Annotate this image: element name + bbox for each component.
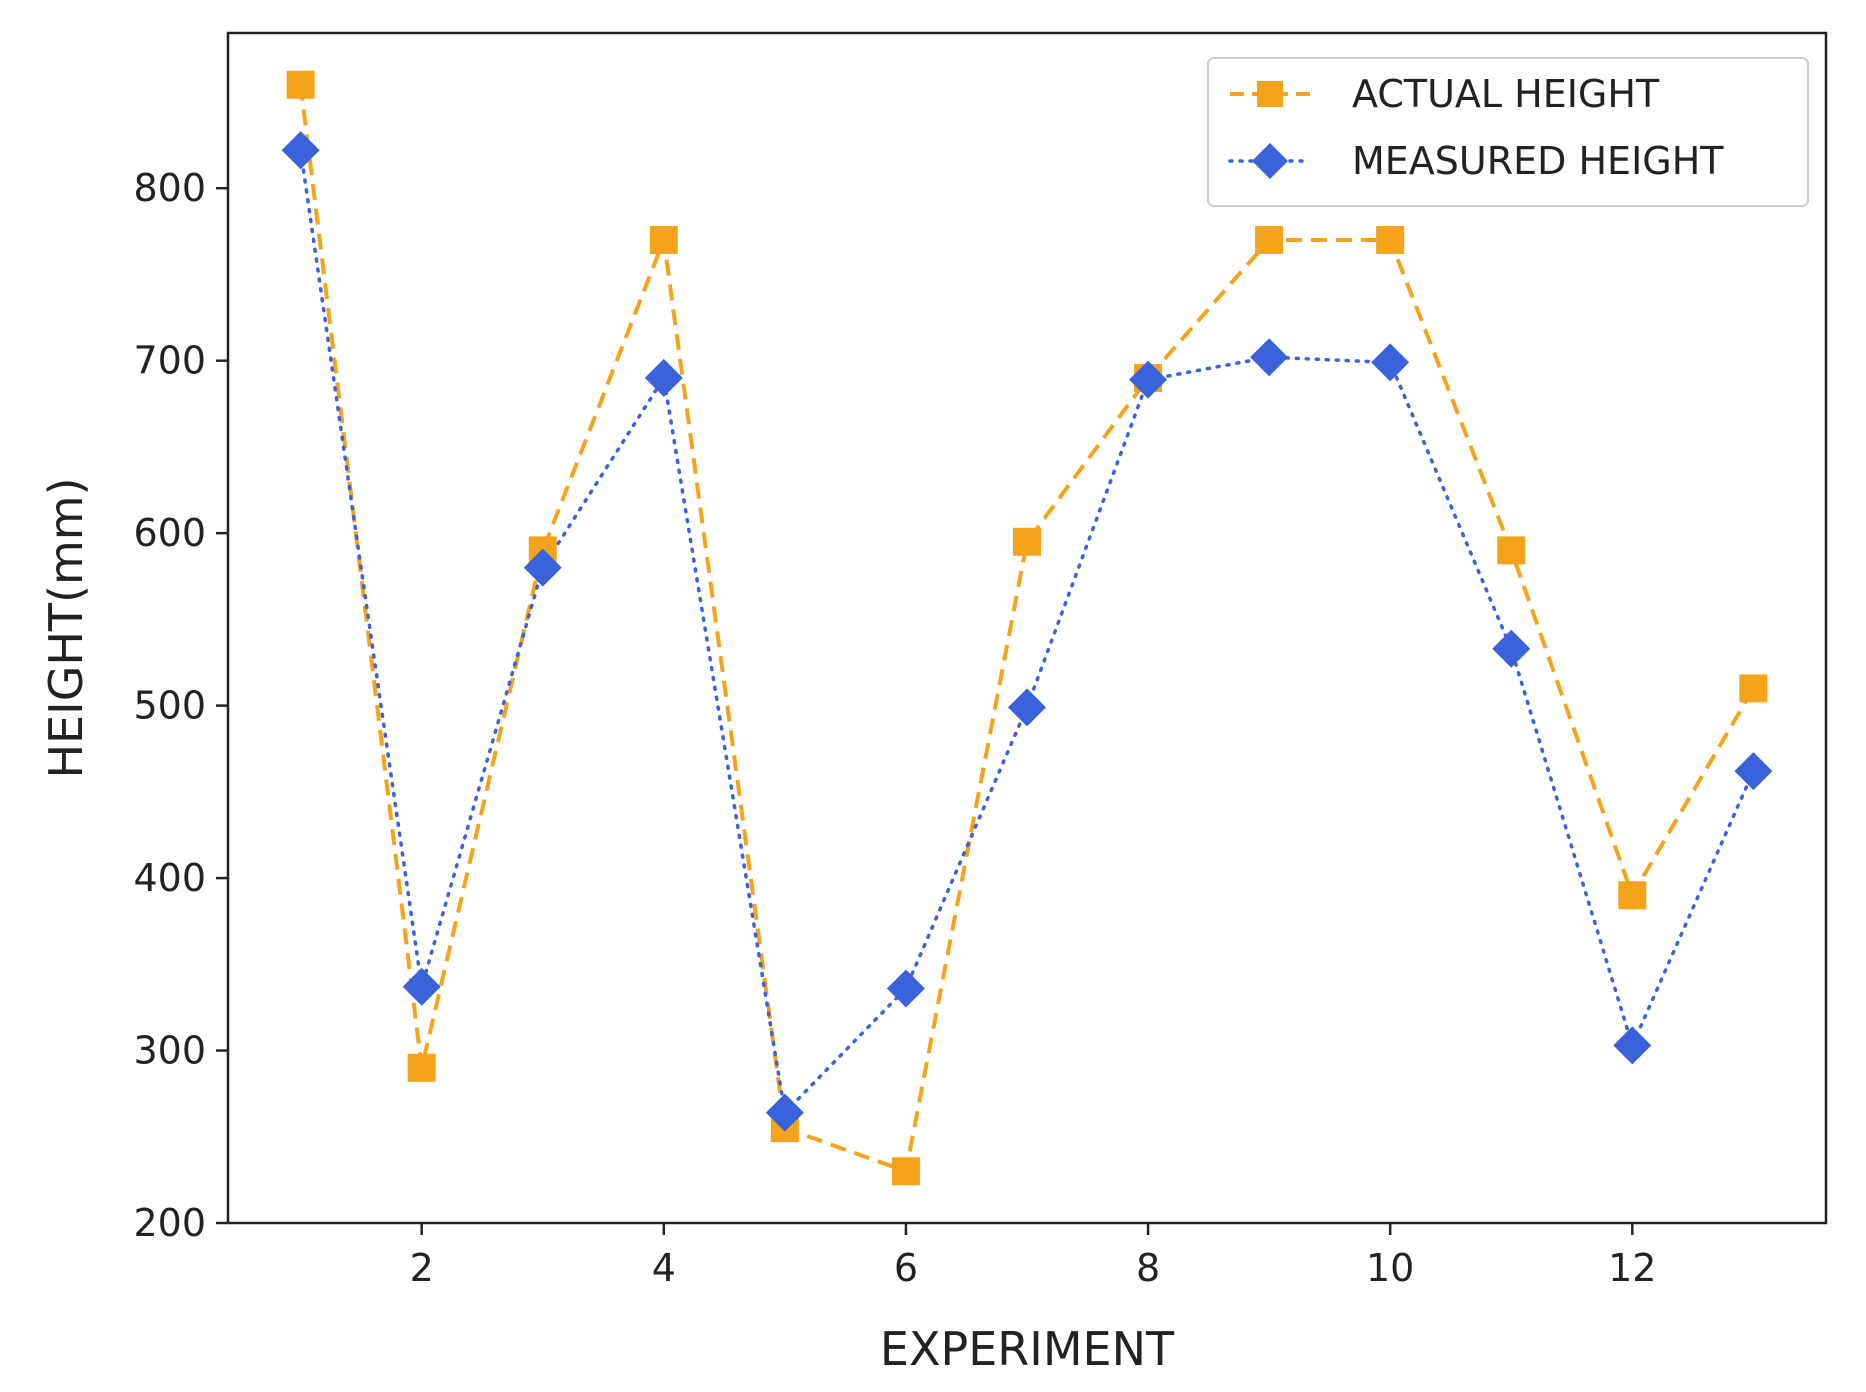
plot-area <box>226 31 1828 1225</box>
y-axis-ticks: 200 300 400 500 600 700 800 <box>133 166 228 1245</box>
legend-marker-actual-height <box>1257 81 1283 107</box>
data-point-actual-height <box>1497 536 1526 565</box>
legend-box <box>1207 57 1809 207</box>
data-point-measured-height <box>402 967 441 1006</box>
data-point-measured-height <box>1129 360 1168 399</box>
data-point-actual-height <box>407 1053 436 1082</box>
series-layer <box>281 70 1773 1186</box>
y-tick-label: 600 <box>133 511 206 555</box>
x-tick-label: 6 <box>894 1246 918 1290</box>
x-tick-label: 4 <box>652 1246 676 1290</box>
data-point-measured-height <box>1734 752 1773 791</box>
data-point-measured-height <box>1613 1026 1652 1065</box>
data-point-actual-height <box>1255 225 1284 254</box>
y-tick-label: 500 <box>133 684 206 728</box>
data-point-measured-height <box>1371 343 1410 382</box>
x-tick-label: 2 <box>410 1246 434 1290</box>
legend: ACTUAL HEIGHT MEASURED HEIGHT <box>1207 57 1809 207</box>
x-tick-label: 10 <box>1366 1246 1414 1290</box>
data-point-actual-height <box>891 1157 920 1186</box>
data-point-measured-height <box>765 1093 804 1132</box>
x-tick-label: 12 <box>1608 1246 1656 1290</box>
data-point-actual-height <box>1376 225 1405 254</box>
data-point-measured-height <box>886 969 925 1008</box>
data-point-measured-height <box>1492 629 1531 668</box>
data-point-measured-height <box>1250 338 1289 377</box>
data-point-actual-height <box>286 70 315 99</box>
data-point-measured-height <box>1008 688 1046 727</box>
data-point-measured-height <box>523 548 562 587</box>
data-point-measured-height <box>644 358 683 397</box>
x-axis-label: EXPERIMENT <box>880 1322 1175 1376</box>
x-axis-ticks: 2 4 6 8 10 12 <box>410 1223 1656 1290</box>
legend-marker-measured-height <box>1252 143 1288 179</box>
legend-label-actual-height: ACTUAL HEIGHT <box>1352 72 1660 116</box>
y-axis-label: HEIGHT(mm) <box>39 477 93 778</box>
y-tick-label: 200 <box>133 1201 206 1245</box>
data-point-actual-height <box>1739 674 1768 703</box>
legend-label-measured-height: MEASURED HEIGHT <box>1352 139 1724 183</box>
data-point-actual-height <box>1618 881 1647 910</box>
x-tick-label: 8 <box>1136 1246 1160 1290</box>
data-point-actual-height <box>649 225 678 254</box>
y-tick-label: 800 <box>133 166 206 210</box>
data-point-actual-height <box>1013 527 1041 556</box>
y-tick-label: 700 <box>133 339 206 383</box>
data-point-measured-height <box>281 131 320 170</box>
y-tick-label: 300 <box>133 1029 206 1073</box>
y-tick-label: 400 <box>133 856 206 900</box>
